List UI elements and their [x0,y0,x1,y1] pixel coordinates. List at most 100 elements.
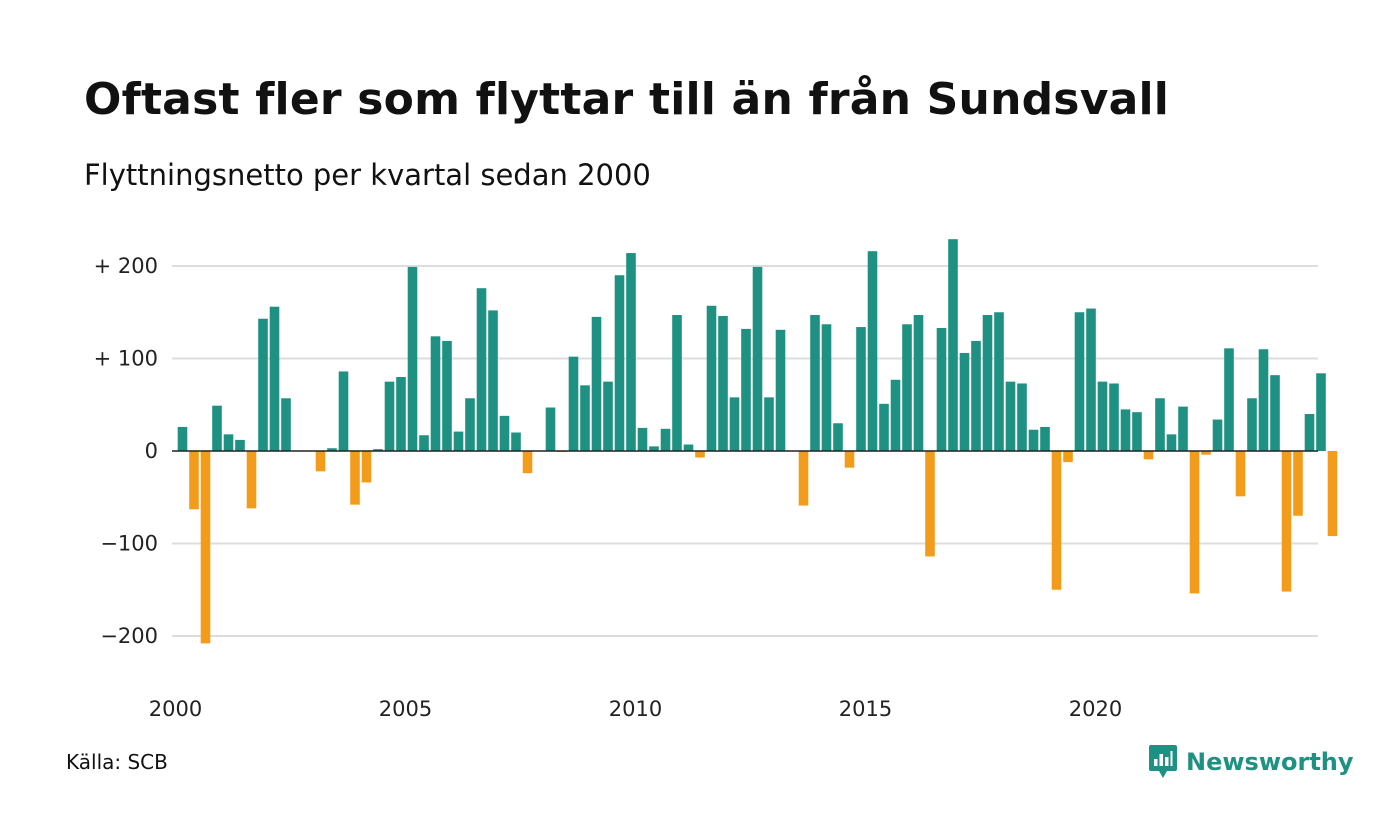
bar [453,431,464,451]
bar [350,451,360,505]
bar [637,427,648,452]
bar [384,381,395,452]
bar [246,451,257,509]
bar [603,381,613,452]
bar [1086,308,1096,451]
brand-name: Newsworthy [1186,748,1354,776]
bar [1304,414,1315,451]
x-tick-label: 2010 [609,697,662,721]
bar [1293,451,1303,516]
bar [235,439,245,451]
bar [718,315,728,451]
bar [281,398,291,451]
chart-title: Oftast fler som flyttar till än från Sun… [84,74,1170,125]
bar [959,352,970,451]
bar [706,305,717,451]
bar [626,253,636,451]
bar [798,451,809,506]
bar [1132,412,1142,451]
bar [327,448,337,452]
x-axis-ticks: 2000 2005 2010 2015 2020 [149,697,1122,721]
grid-lines [172,265,1318,637]
bar [971,340,981,452]
bar [729,397,740,451]
y-tick-label: −100 [100,532,158,556]
bar [1143,451,1154,460]
bar [752,266,763,451]
bar [476,288,487,451]
bar [764,397,774,451]
bar [948,239,958,451]
bar [660,428,671,451]
bar [821,324,832,451]
bar [856,327,866,451]
bar [419,435,429,451]
bar [442,340,452,452]
bars [177,239,1338,644]
bar [407,266,418,451]
bar [1235,451,1246,497]
bar [1005,381,1016,452]
bar [879,403,889,451]
bar [982,315,993,451]
bar [1258,349,1269,451]
bar [200,451,211,644]
source-note: Källa: SCB [66,750,168,774]
bar [511,432,521,451]
bar [1281,451,1292,592]
bar [580,385,590,451]
bar [373,449,383,451]
bar [499,415,510,451]
bar [258,318,268,452]
bar [902,324,912,451]
bar [1212,419,1223,451]
x-tick-label: 2020 [1069,697,1122,721]
bar [994,312,1004,451]
bar [189,451,199,510]
bar-chart: + 200 + 100 0 −100 −200 2000 2005 2010 2015 2020 [94,239,1338,721]
bar [649,446,659,452]
bar [1166,434,1177,451]
x-tick-label: 2015 [839,697,892,721]
bar [1178,406,1188,451]
y-tick-label: + 100 [94,347,158,371]
bar [867,251,878,451]
bar [396,377,406,451]
x-tick-label: 2000 [149,697,202,721]
bar [1074,312,1085,451]
bar [488,310,498,451]
bar [925,451,935,557]
bar [1051,451,1062,590]
bar [269,306,280,451]
bar [522,451,533,474]
bar [315,451,326,472]
bar [833,423,843,451]
y-tick-label: 0 [145,439,158,463]
bar [465,398,475,451]
bar [545,407,556,451]
bar [695,451,705,458]
bar [568,356,579,451]
bar [1097,381,1108,452]
bar [614,275,625,451]
bar [1247,398,1257,451]
bar [1270,375,1280,451]
bar [844,451,855,468]
brand-logo: Newsworthy [1148,744,1354,780]
bar [890,379,901,451]
y-axis-ticks: + 200 + 100 0 −100 −200 [94,254,158,648]
bar [672,315,682,451]
bar [223,434,234,451]
x-tick-label: 2005 [379,697,432,721]
bar [1155,398,1165,451]
bar [1063,451,1073,463]
chart-subtitle: Flyttningsnetto per kvartal sedan 2000 [84,158,651,192]
bar [1201,451,1211,455]
bar [741,328,751,451]
bar [430,336,441,451]
bar [177,426,188,451]
newsworthy-chart-bubble-icon [1149,745,1177,778]
bar [1327,451,1338,537]
bar [936,327,947,452]
bar [775,329,786,451]
